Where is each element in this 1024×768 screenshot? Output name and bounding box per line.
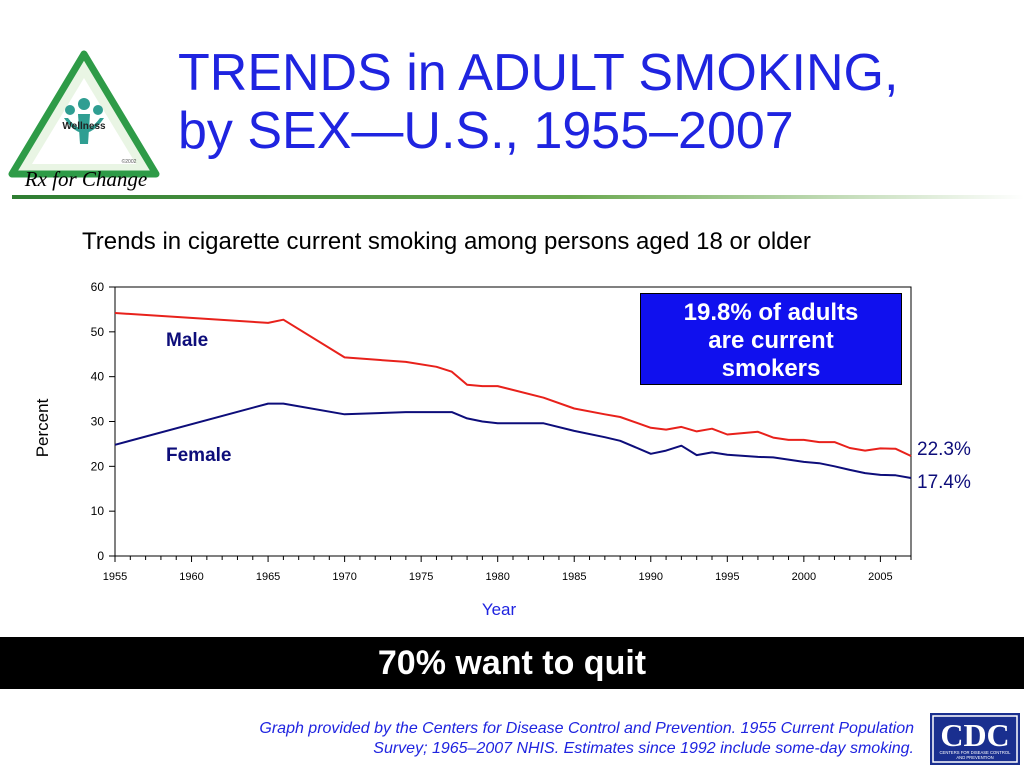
title-line-2: by SEX—U.S., 1955–2007 [178, 102, 794, 160]
female-series-line [114, 402, 912, 479]
page-title: TRENDS in ADULT SMOKING, by SEX—U.S., 19… [178, 44, 898, 160]
cdc-logo: CDC CENTERS FOR DISEASE CONTROL AND PREV… [930, 713, 1020, 765]
x-tick-label: 1980 [485, 571, 509, 583]
y-tick-label: 40 [91, 370, 105, 384]
y-axis-label: Percent [33, 398, 52, 457]
y-tick-label: 30 [91, 415, 105, 429]
y-tick-label: 0 [97, 549, 104, 563]
x-tick-label: 1990 [639, 571, 663, 583]
x-tick-label: 2005 [868, 571, 892, 583]
quit-banner: 70% want to quit [0, 637, 1024, 689]
callout-line-3: smokers [721, 355, 821, 382]
callout-line-1: 19.8% of adults [683, 299, 859, 326]
footnote-line-1: Graph provided by the Centers for Diseas… [259, 720, 914, 737]
x-tick-label: 1985 [562, 571, 586, 583]
title-divider [12, 195, 1024, 199]
female-end-value-label: 17.4% [917, 472, 971, 493]
x-tick-label: 1975 [409, 571, 433, 583]
y-tick-label: 20 [91, 459, 105, 473]
chart-title: Trends in cigarette current smoking amon… [82, 228, 811, 255]
y-tick-label: 50 [91, 325, 105, 339]
source-footnote: Graph provided by the Centers for Diseas… [259, 719, 914, 759]
cdc-logo-subtext-2: AND PREVENTION [956, 755, 993, 760]
y-tick-label: 60 [91, 280, 105, 294]
wellness-figure-icon [64, 98, 104, 144]
male-series-label: Male [166, 330, 208, 351]
rx-for-change-logo: Wellness ©2002 Rx for Change [8, 50, 160, 191]
logo-wellness-text: Wellness [62, 121, 106, 132]
male-end-value-label: 22.3% [917, 439, 971, 460]
x-tick-label: 1965 [256, 571, 280, 583]
y-tick-label: 10 [91, 504, 105, 518]
x-tick-label: 1960 [179, 571, 203, 583]
logo-copyright: ©2002 [122, 158, 137, 165]
x-tick-label: 1970 [332, 571, 356, 583]
female-series-label: Female [166, 445, 231, 466]
cdc-logo-subtext-1: CENTERS FOR DISEASE CONTROL [940, 750, 1012, 755]
adult-smokers-callout: 19.8% of adults are current smokers [640, 293, 902, 385]
male-series-line [114, 312, 912, 457]
x-axis-label: Year [482, 600, 517, 619]
callout-line-2: are current [708, 327, 834, 354]
footnote-line-2: Survey; 1965–2007 NHIS. Estimates since … [373, 740, 914, 757]
logo-rx-text: Rx for Change [24, 167, 147, 191]
cdc-logo-text: CDC [940, 717, 1009, 753]
smoking-trend-chart: 1955 1960 1965 1970 1975 1980 1985 1990 1995 2000… [33, 280, 971, 619]
x-tick-label: 1995 [715, 571, 739, 583]
title-line-1: TRENDS in ADULT SMOKING, [178, 44, 899, 102]
x-tick-label: 2000 [792, 571, 816, 583]
x-tick-label: 1955 [103, 571, 127, 583]
